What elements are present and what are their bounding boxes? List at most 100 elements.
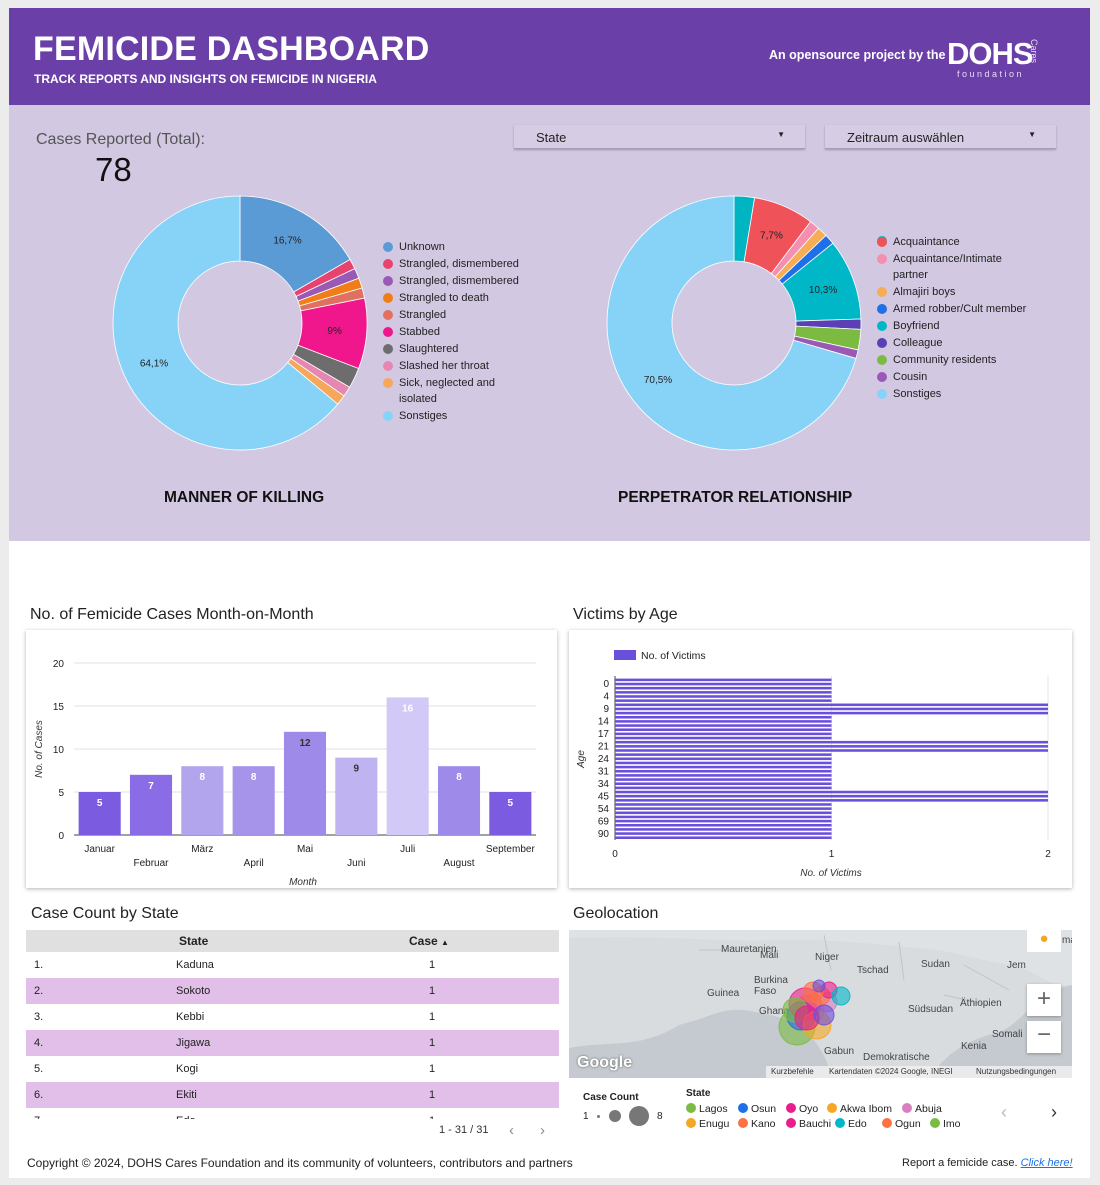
table-row[interactable]: 1. Kaduna 1 [26,952,559,978]
state-filter-dropdown[interactable]: State ▼ [514,125,805,149]
cases-total-value: 78 [95,151,132,188]
shortcuts-link[interactable]: Kurzbefehle [771,1067,814,1076]
table-row[interactable]: 7. Edo 1 [26,1108,559,1119]
bar [615,682,832,686]
table-row[interactable]: 2. Sokoto 1 [26,978,559,1004]
x-tick-label: Juni [347,858,365,869]
bar [615,778,832,781]
street-view-pegman-icon[interactable]: ● [1027,930,1061,952]
y-tick-label: 45 [598,791,610,802]
legend-label: Sonstiges [399,410,448,422]
legend-item: Acquaintance/Intimate partner [877,251,1027,283]
map-country-label: Sudan [921,959,950,970]
bar [615,815,832,819]
x-tick-label: Januar [84,844,115,855]
legend-label: Bauchi [799,1118,832,1130]
legend-swatch [877,254,887,264]
terms-link[interactable]: Nutzungsbedingungen [976,1067,1057,1076]
map-bubble [813,1004,835,1026]
state-legend-item[interactable]: Imo [930,1118,961,1130]
slice-label: 7,7% [760,231,783,242]
row-number: 6. [34,1089,44,1101]
report-link[interactable]: Click here! [1020,1157,1073,1169]
bar-value-label: 16 [402,703,414,714]
legend-item: Strangled [383,307,533,323]
bar [615,728,832,731]
state-legend-item[interactable]: Bauchi [786,1118,831,1130]
legend-label: Oyo [799,1103,819,1115]
legend-label: Armed robber/Cult member [893,303,1027,315]
map-bubble [831,986,851,1006]
legend-swatch [835,1118,845,1128]
bar [615,761,832,765]
state-legend-item[interactable]: Enugu [686,1118,729,1130]
header: FEMICIDE DASHBOARD TRACK REPORTS AND INS… [9,8,1090,105]
period-filter-label: Zeitraum auswählen [847,130,965,145]
x-axis-label: Month [289,877,317,888]
state-legend-item[interactable]: Oyo [786,1103,818,1115]
monthly-chart-title: No. of Femicide Cases Month-on-Month [30,606,314,623]
state-legend-item[interactable]: Edo [835,1118,867,1130]
prev-page-icon[interactable]: ‹ [509,1122,514,1139]
legend-swatch [383,344,393,354]
x-tick-label: August [443,858,474,869]
legend-label: Enugu [699,1118,730,1130]
slice-label: 16,7% [273,236,301,247]
state-legend-item[interactable]: Lagos [686,1103,728,1115]
column-header-state[interactable]: State [179,934,209,948]
pie-slice [606,195,857,451]
dohs-logo[interactable]: DOHS Cares foundation [947,36,1057,82]
zoom-out-button[interactable]: − [1027,1021,1061,1053]
legend-label: Almajiri boys [893,286,956,298]
state-legend-item[interactable]: Akwa Ibom [827,1103,892,1115]
slice-label: 70,5% [644,375,672,386]
y-tick-label: 69 [598,816,610,827]
map-country-label: Burkina Faso [754,975,788,997]
bar-value-label: 8 [456,772,462,783]
map-country-label: Ghana [759,1006,790,1017]
state-legend-item[interactable]: Abuja [902,1103,942,1115]
bar [615,707,1048,711]
bar [615,807,832,810]
bar [615,678,832,682]
table-row[interactable]: 6. Ekiti 1 [26,1082,559,1108]
next-page-icon[interactable]: › [540,1122,545,1139]
bar [615,691,832,694]
state-legend-item[interactable]: Kano [738,1118,776,1130]
table-row[interactable]: 3. Kebbi 1 [26,1004,559,1030]
period-filter-dropdown[interactable]: Zeitraum auswählen ▼ [825,125,1056,149]
bar [615,686,832,690]
column-header-case[interactable]: Case ▲ [409,934,449,948]
y-tick-label: 31 [598,766,610,777]
y-tick-label: 4 [603,692,609,703]
map-bubble [812,979,826,993]
relationship-donut-chart: 7,7% 10,3% 70,5% [606,195,862,451]
monthly-chart-card: 0 5 10 15 20 5 Januar 7 Februar 8 März 8 April 12 Mai 9… [26,630,557,888]
bar [615,811,832,815]
y-axis-label: Age [576,750,587,769]
x-tick-label: Juli [400,844,415,855]
relationship-chart-title: PERPETRATOR RELATIONSHIP [618,489,853,506]
legend-label: Osun [751,1103,777,1115]
size-legend-large-circle [629,1106,649,1126]
slice-label: 9% [327,326,342,337]
state-legend-item[interactable]: Ogun [882,1118,921,1130]
map-bubbles [778,979,851,1046]
bar-value-label: 5 [508,798,514,809]
y-tick-label: 15 [53,702,65,713]
manner-donut-chart: 16,7% 9% 64,1% [112,195,368,451]
legend-next-icon[interactable]: › [1051,1102,1057,1122]
table-header: State Case ▲ [26,930,559,952]
state-legend-title: State [686,1088,711,1099]
table-row[interactable]: 4. Jigawa 1 [26,1030,559,1056]
row-case: 1 [429,1089,436,1101]
geo-map[interactable]: Mauretanien Mali Niger Tschad Sudan Jem Burkin… [569,930,1072,1078]
x-tick-label: April [244,858,264,869]
legend-prev-icon[interactable]: ‹ [1001,1102,1007,1122]
y-tick-label: 9 [603,704,609,715]
legend-swatch [686,1118,696,1128]
zoom-in-button[interactable]: + [1027,984,1061,1016]
state-legend-item[interactable]: Osun [738,1103,776,1115]
legend-swatch [877,304,887,314]
table-row[interactable]: 5. Kogi 1 [26,1056,559,1082]
